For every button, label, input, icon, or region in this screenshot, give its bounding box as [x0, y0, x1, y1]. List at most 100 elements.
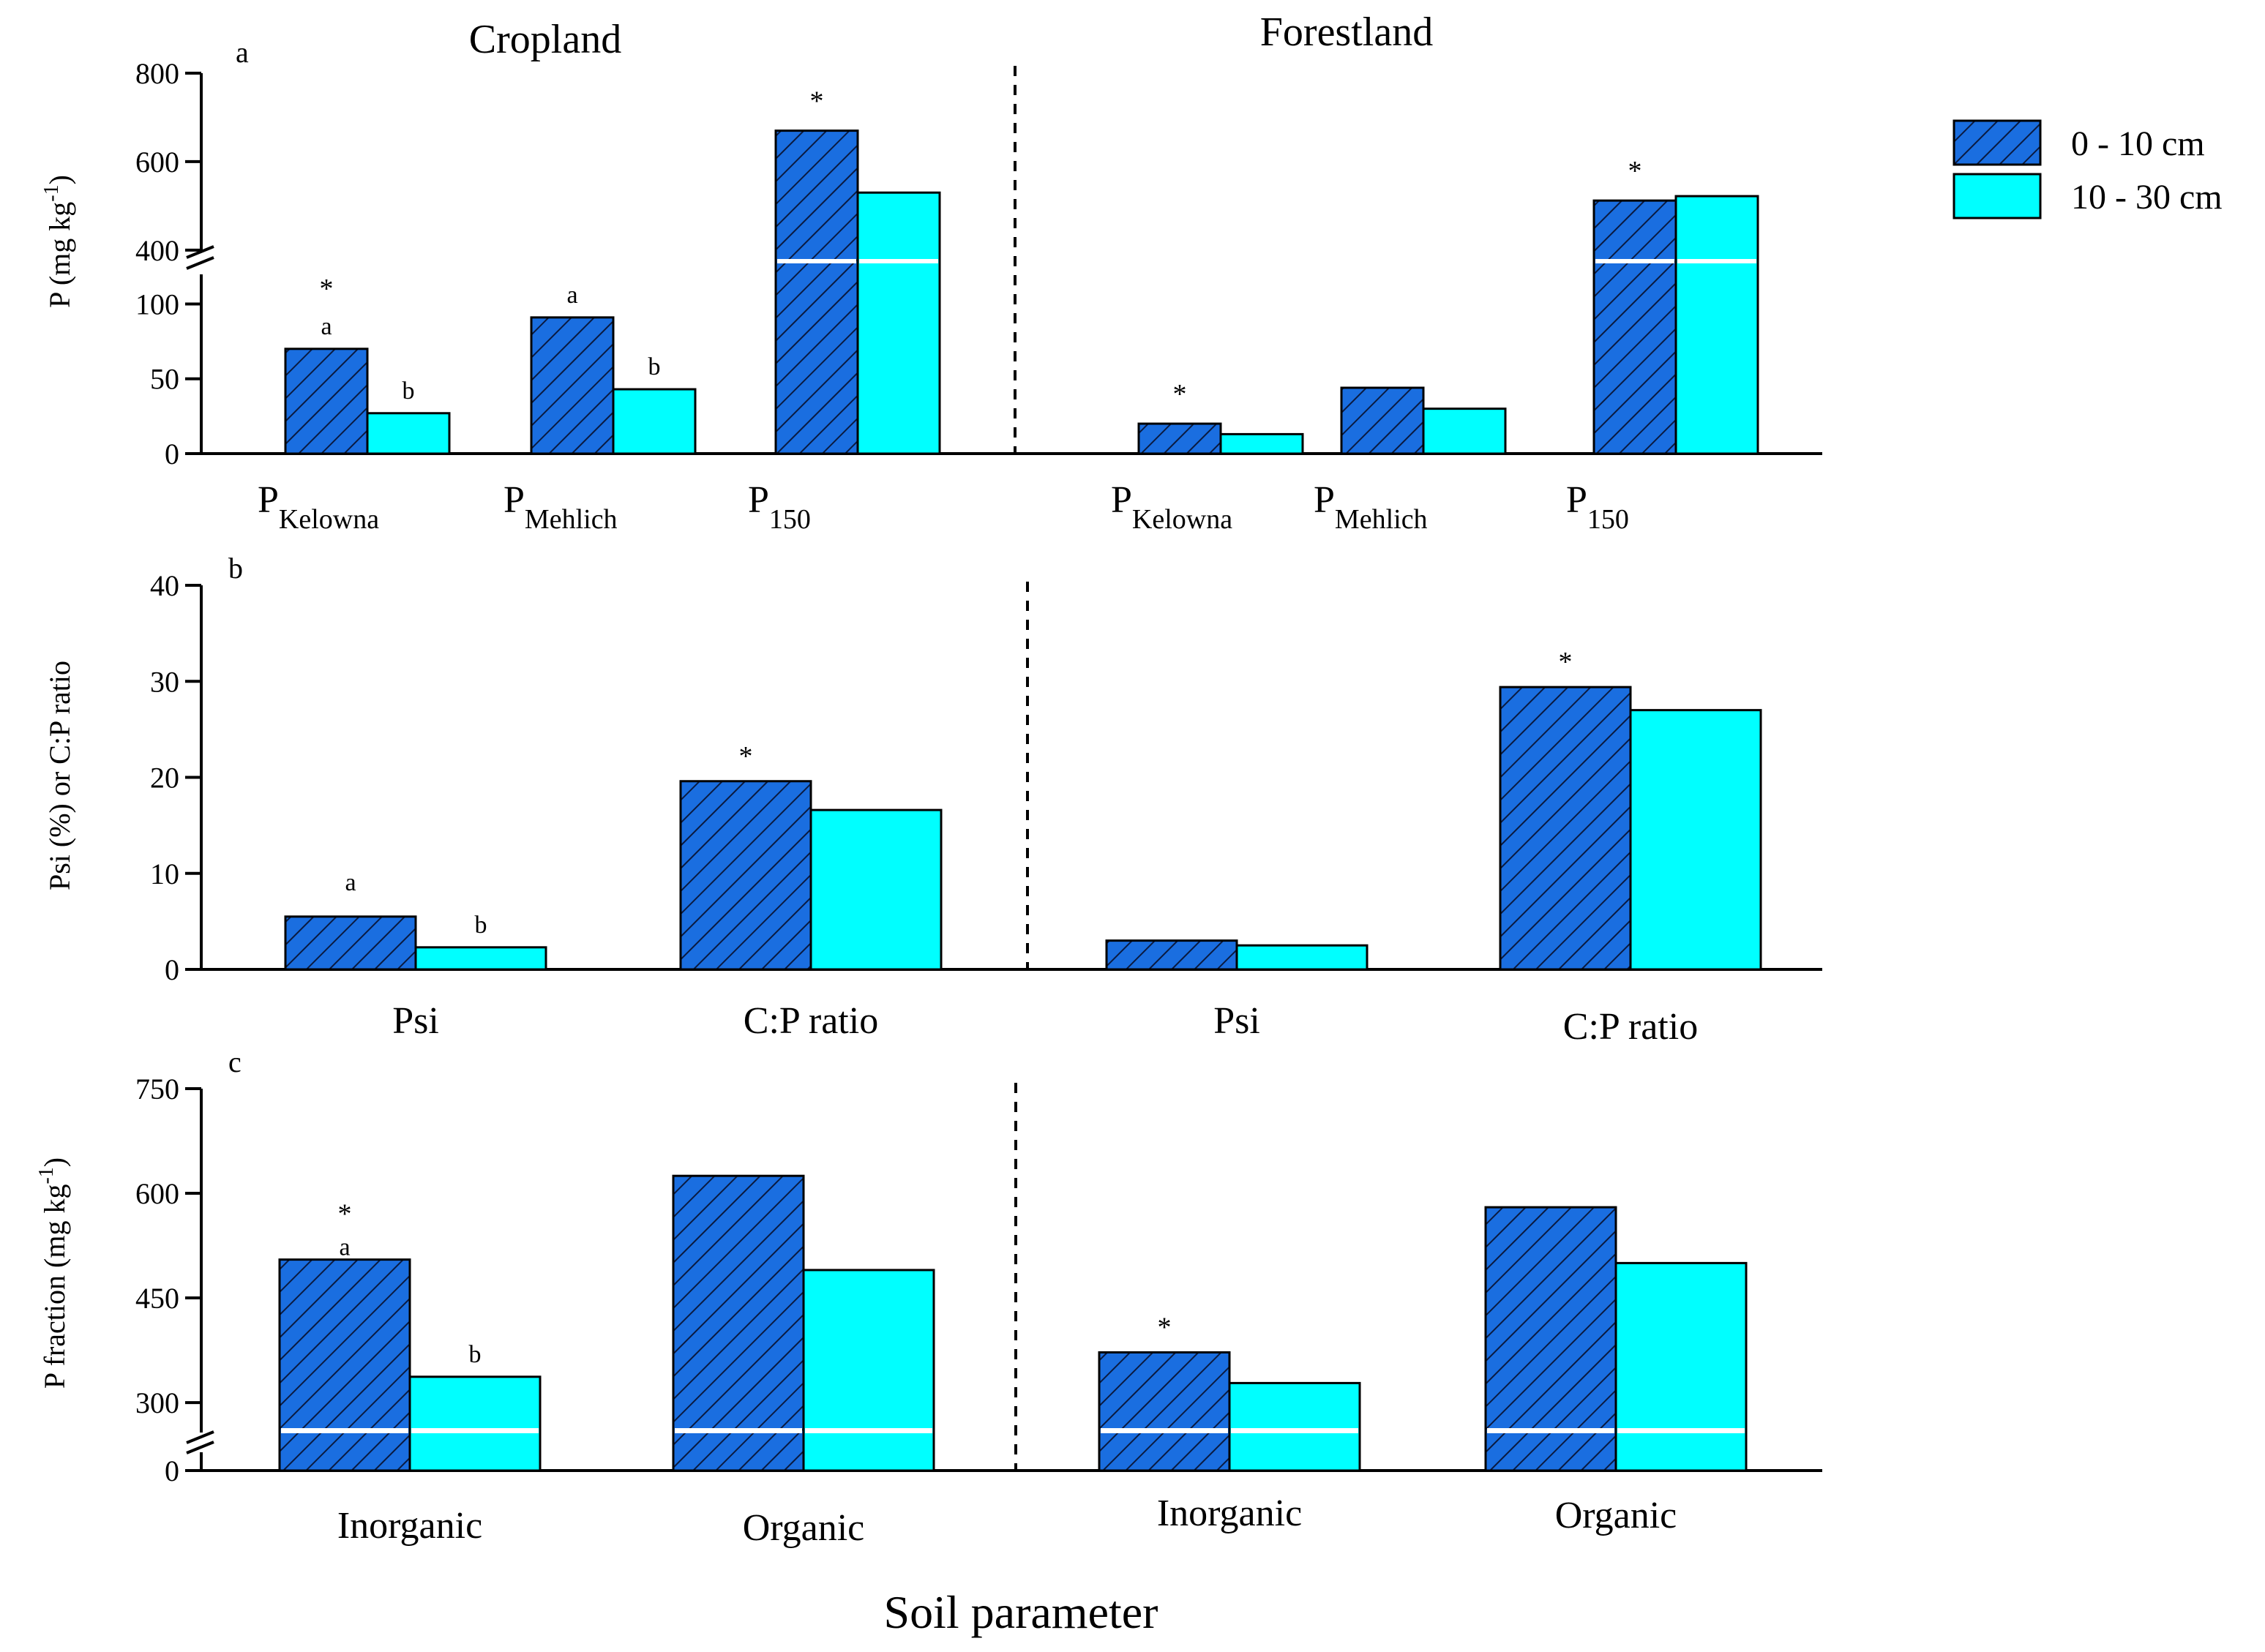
bar-0-10cm	[1592, 199, 1677, 455]
bar-0-10cm	[284, 348, 369, 455]
bar-10-30cm	[1235, 944, 1369, 971]
panel-c: c P fraction (mg kg-1) 300 450 600 750 0 a b * I…	[35, 1045, 1822, 1549]
bar-letter-annotation: a	[321, 313, 332, 340]
x-category-main: P	[748, 479, 769, 521]
bar-0-10cm	[278, 1258, 411, 1472]
panel-a-y-tick-label: 100	[135, 288, 179, 320]
bar-10-30cm	[366, 412, 451, 455]
bar-10-30cm	[809, 808, 943, 971]
x-category-label: Inorganic	[337, 1505, 482, 1547]
panel-b-y-tick-label: 10	[150, 857, 179, 890]
x-category-subscript: 150	[1587, 504, 1629, 535]
x-category-label: Organic	[743, 1507, 865, 1549]
x-category-label: Organic	[1555, 1495, 1677, 1536]
x-category-label: P150	[1566, 479, 1629, 535]
bar-10-30cm	[1614, 1261, 1748, 1472]
bar-0-10cm	[1499, 686, 1632, 971]
x-category-subscript: Kelowna	[279, 504, 379, 535]
bar-axis-break-gap	[777, 259, 856, 263]
panel-c-ylabel-main: P fraction (mg kg	[38, 1184, 71, 1389]
significance-star: *	[1559, 647, 1573, 677]
x-category-subscript: Mehlich	[1335, 504, 1428, 535]
x-category-label: Inorganic	[1157, 1493, 1302, 1534]
x-category-subscript: 150	[769, 504, 811, 535]
bar-axis-break-gap	[281, 1428, 408, 1433]
bar-axis-break-gap	[1595, 259, 1674, 263]
panel-c-y-tick-label: 450	[135, 1282, 179, 1315]
panel-c-letter: c	[228, 1045, 242, 1078]
legend-swatch-10-30cm	[1953, 173, 2042, 219]
panel-c-ylabel-close: )	[38, 1157, 71, 1167]
panel-c-axis-break-mark	[186, 1441, 214, 1454]
significance-star: *	[320, 274, 334, 304]
x-category-label: C:P ratio	[744, 1000, 878, 1042]
panel-a-axis-break-mark	[186, 245, 214, 259]
bar-10-30cm	[612, 388, 697, 455]
panel-b-y-tick-label: 40	[150, 569, 179, 602]
x-category-main: P	[258, 479, 279, 521]
x-category-label: PMehlich	[503, 479, 618, 535]
legend-label-10-30cm: 10 - 30 cm	[2071, 178, 2223, 217]
panel-a-y-tick-label: 0	[165, 438, 179, 470]
bar-axis-break-gap	[859, 259, 938, 263]
bar-10-30cm	[408, 1375, 542, 1472]
panel-c-y-tick-label: 600	[135, 1177, 179, 1210]
region-title-cropland: Cropland	[469, 17, 621, 62]
panel-a-y-tick-label: 400	[135, 234, 179, 267]
panel-c-ylabel-sup: -1	[35, 1167, 58, 1184]
x-category-label: PMehlich	[1314, 479, 1428, 535]
bar-0-10cm	[1137, 422, 1222, 455]
panel-c-y-tick-label: 750	[135, 1073, 179, 1105]
x-category-main: P	[1314, 479, 1335, 521]
x-category-label: PKelowna	[1111, 479, 1232, 535]
bar-letter-annotation: a	[566, 282, 577, 309]
panel-a-ylabel-close: )	[43, 175, 76, 184]
panel-b-y-tick-label: 20	[150, 762, 179, 795]
panel-b-y-tick-label: 30	[150, 665, 179, 698]
panel-c-axis-break-mark	[186, 1430, 214, 1444]
bar-letter-annotation: b	[403, 378, 415, 405]
x-category-subscript: Mehlich	[525, 504, 618, 535]
panel-c-y-axis-label: P fraction (mg kg-1)	[35, 1157, 71, 1389]
panel-a-letter: a	[236, 36, 249, 69]
legend-label-0-10cm: 0 - 10 cm	[2071, 124, 2205, 163]
panel-a-y-tick-label: 800	[135, 57, 179, 90]
bar-axis-break-gap	[1677, 259, 1756, 263]
x-category-label: Psi	[1213, 1000, 1260, 1042]
bar-0-10cm	[1340, 386, 1425, 455]
x-category-subscript: Kelowna	[1132, 504, 1232, 535]
bar-axis-break-gap	[1487, 1428, 1614, 1433]
x-category-label: Psi	[392, 1000, 439, 1042]
panel-b-y-tick-label: 0	[165, 953, 179, 986]
bar-10-30cm	[1674, 195, 1759, 455]
bar-10-30cm	[1629, 709, 1762, 971]
bar-0-10cm	[774, 129, 859, 455]
significance-star: *	[739, 741, 753, 772]
significance-star: *	[810, 86, 824, 117]
significance-star: *	[1173, 379, 1187, 410]
bar-0-10cm	[284, 915, 417, 971]
x-category-main: P	[1111, 479, 1132, 521]
panel-b-y-axis-label: Psi (%) or C:P ratio	[43, 661, 76, 890]
x-category-label: PKelowna	[258, 479, 379, 535]
bar-10-30cm	[414, 946, 547, 971]
panel-c-y-tick-label: 300	[135, 1386, 179, 1419]
bar-10-30cm	[1228, 1381, 1361, 1472]
legend: 0 - 10 cm 10 - 30 cm	[1953, 119, 2223, 219]
bar-letter-annotation: b	[475, 912, 487, 939]
bar-0-10cm	[530, 316, 615, 455]
significance-star: *	[338, 1199, 352, 1230]
bar-10-30cm	[1219, 432, 1304, 455]
bar-axis-break-gap	[1231, 1428, 1358, 1433]
panel-a-axis-break-mark	[186, 256, 214, 270]
bar-axis-break-gap	[411, 1428, 539, 1433]
bar-axis-break-gap	[805, 1428, 932, 1433]
bar-0-10cm	[672, 1174, 805, 1472]
bar-0-10cm	[1105, 939, 1238, 971]
legend-swatch-0-10cm	[1953, 119, 2042, 166]
panel-b: b Psi (%) or C:P ratio 0 10 20 30 40 a b Psi * C:…	[43, 552, 1822, 1048]
bar-10-30cm	[1422, 408, 1507, 455]
panel-a-ylabel-sup: -1	[40, 184, 63, 201]
bar-letter-annotation: a	[345, 869, 356, 896]
